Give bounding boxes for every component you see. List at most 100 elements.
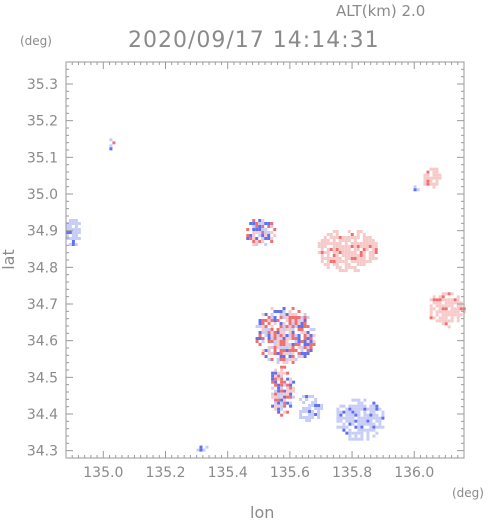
echo-cell (312, 334, 316, 337)
echo-cell (308, 395, 312, 398)
echo-cell (459, 301, 463, 305)
echo-cell (300, 346, 304, 349)
echo-cell (356, 263, 360, 266)
echo-cell (363, 413, 367, 417)
echo-cell (341, 245, 345, 248)
echo-cell (246, 228, 250, 231)
echo-cell (450, 301, 454, 305)
echo-cell (294, 343, 298, 346)
echo-cell (353, 251, 357, 254)
echo-cell (294, 313, 298, 316)
echo-cell (277, 395, 281, 399)
echo-cell (252, 219, 256, 222)
echo-cell (429, 304, 433, 308)
echo-cell (444, 322, 448, 326)
echo-cell (444, 301, 448, 305)
echo-cell (371, 248, 375, 251)
echo-cell (369, 416, 373, 420)
echo-cell (291, 355, 295, 358)
echo-cell (294, 325, 298, 328)
echo-cell (357, 413, 361, 417)
echo-cell (317, 245, 321, 248)
echo-cell (351, 404, 355, 408)
echo-cell (276, 352, 280, 355)
echo-cell (317, 407, 321, 410)
echo-cell (363, 410, 367, 414)
echo-cell (270, 346, 274, 349)
echo-cell (429, 310, 433, 314)
echo-cell (347, 254, 351, 257)
echo-cell (279, 331, 283, 334)
echo-cell (456, 316, 460, 320)
echo-cell (326, 233, 330, 236)
echo-cell (258, 337, 262, 340)
echo-cell (329, 248, 333, 251)
echo-cell (264, 222, 268, 225)
echo-cell (311, 395, 315, 398)
echo-cell (332, 263, 336, 266)
echo-cell (357, 428, 361, 432)
echo-cell (109, 144, 113, 148)
echo-cell (320, 260, 324, 263)
echo-cell (426, 173, 430, 177)
echo-cell (356, 236, 360, 239)
echo-cell (329, 257, 333, 260)
echo-cell (252, 225, 256, 228)
echo-cell (435, 167, 439, 171)
echo-cell (255, 228, 259, 231)
echo-cell (303, 325, 307, 328)
echo-cell (303, 343, 307, 346)
echo-cell (432, 170, 436, 174)
echo-cell (426, 179, 430, 183)
echo-cell (438, 176, 442, 180)
echo-cell (288, 319, 292, 322)
echo-cell (309, 349, 313, 352)
echo-cell (264, 231, 268, 234)
echo-cell (261, 228, 265, 231)
echo-cell (435, 298, 439, 302)
echo-cell (285, 313, 289, 316)
echo-cell (302, 407, 306, 410)
echo-cell (68, 243, 72, 246)
echo-cell (336, 413, 340, 417)
echo-cell (264, 349, 268, 352)
y-tick-label: 34.7 (27, 297, 58, 313)
echo-cell (283, 383, 287, 387)
echo-cell (342, 422, 346, 426)
echo-cell (255, 340, 259, 343)
echo-cell (447, 304, 451, 308)
echo-cell (366, 419, 370, 423)
echo-cell (270, 337, 274, 340)
echo-cell (258, 325, 262, 328)
y-tick-label: 34.3 (27, 444, 58, 460)
echo-cell (294, 340, 298, 343)
echo-cell (246, 237, 250, 240)
echo-cell (362, 251, 366, 254)
echo-cell (416, 188, 420, 192)
echo-cell (356, 248, 360, 251)
echo-cell (366, 413, 370, 417)
echo-cell (282, 340, 286, 343)
echo-cell (280, 368, 284, 372)
x-tick-label: 135.8 (332, 465, 372, 481)
echo-cell (282, 328, 286, 331)
echo-cell (444, 319, 448, 323)
echo-cell (264, 334, 268, 337)
echo-cell (372, 422, 376, 426)
echo-cell (369, 422, 373, 426)
echo-cell (348, 428, 352, 432)
echo-cell (423, 176, 427, 180)
echo-cell (348, 419, 352, 423)
echo-cell (339, 416, 343, 420)
echo-cell (303, 337, 307, 340)
echo-cell (359, 242, 363, 245)
echo-cell (374, 251, 378, 254)
echo-cell (289, 383, 293, 387)
echo-cell (271, 392, 275, 396)
echo-cell (366, 428, 370, 432)
echo-cell (261, 225, 265, 228)
echo-cell (289, 404, 293, 408)
echo-cell (323, 242, 327, 245)
echo-cell (297, 355, 301, 358)
echo-cell (357, 431, 361, 435)
